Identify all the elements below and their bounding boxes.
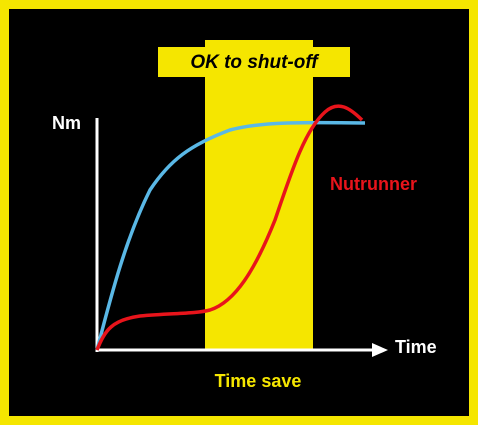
y-axis-label: Nm bbox=[52, 113, 81, 133]
red-curve bbox=[95, 104, 364, 351]
banner-box bbox=[158, 47, 350, 77]
red-curve-label: Nutrunner bbox=[330, 174, 417, 194]
x-axis-label: Time bbox=[395, 337, 437, 357]
x-axis-arrow bbox=[372, 343, 388, 357]
time-save-band bbox=[205, 40, 313, 350]
banner-label: OK to shut-off bbox=[190, 52, 319, 73]
blue-curve bbox=[95, 120, 366, 351]
band-label: Time save bbox=[215, 371, 302, 391]
